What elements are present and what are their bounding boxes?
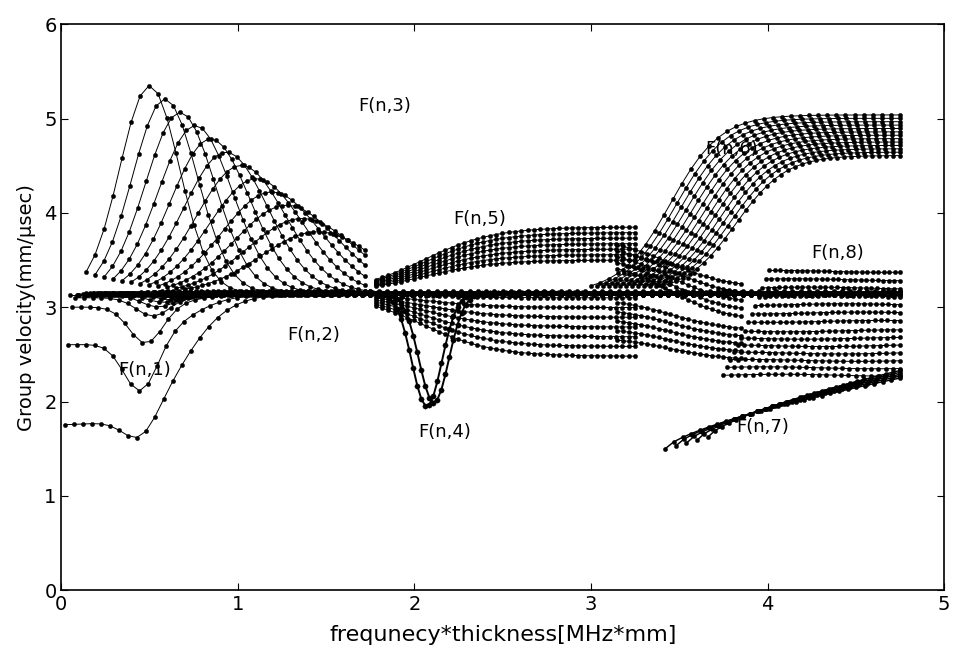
Text: F(n,5): F(n,5): [454, 211, 506, 228]
Text: F(n,7): F(n,7): [736, 418, 789, 436]
X-axis label: frequnecy*thickness[MHz*mm]: frequnecy*thickness[MHz*mm]: [329, 626, 676, 645]
Y-axis label: Group velocity(mm/μsec): Group velocity(mm/μsec): [16, 184, 36, 431]
Text: F(n,2): F(n,2): [287, 326, 340, 344]
Text: F(n,3): F(n,3): [358, 97, 411, 115]
Text: F(n,4): F(n,4): [418, 424, 471, 442]
Text: F(n,8): F(n,8): [811, 244, 864, 262]
Text: F(n,1): F(n,1): [118, 361, 170, 379]
Text: F(n,6): F(n,6): [706, 140, 758, 158]
